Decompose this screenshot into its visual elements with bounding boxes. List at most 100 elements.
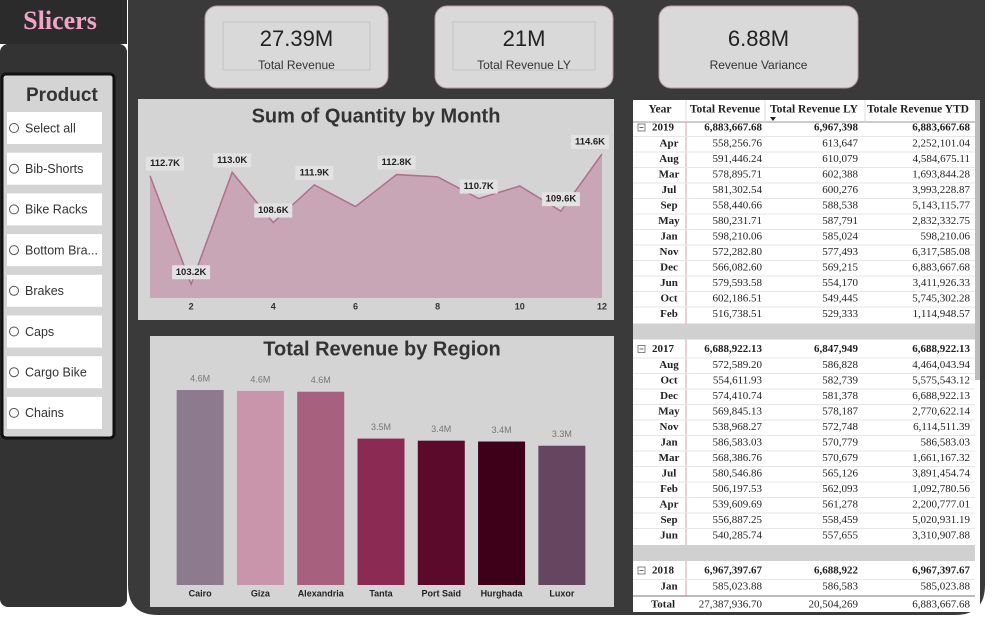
cell: 598,210.06: [713, 231, 763, 243]
x-tick-label: 8: [435, 301, 440, 311]
x-tick-label: Luxor: [549, 588, 574, 598]
cell: 578,187: [822, 406, 858, 418]
cell: 586,828: [822, 359, 858, 371]
row-label: Jan: [660, 437, 677, 449]
data-label-bg: [172, 265, 211, 280]
cell: 585,024: [822, 231, 858, 243]
cell: 3,993,228.87: [912, 184, 970, 196]
cell: 6,883,667.68: [912, 262, 970, 274]
column-header: Total Revenue LY: [770, 104, 859, 116]
cell: 6,317,585.08: [912, 246, 970, 258]
total-label: Total: [651, 599, 675, 611]
area: [150, 154, 602, 298]
cell: 558,256.76: [713, 138, 763, 150]
slicer-item-label[interactable]: Cargo Bike: [25, 365, 87, 379]
cell: 6,688,922.13: [912, 343, 970, 355]
radio[interactable]: [9, 367, 19, 378]
cell: 554,611.93: [713, 375, 763, 387]
slicer-item-label[interactable]: Bike Racks: [25, 203, 88, 217]
cell: 562,093: [822, 483, 858, 495]
cell: 581,302.54: [713, 184, 763, 196]
row-label: Dec: [660, 390, 678, 402]
expand-icon[interactable]: [637, 123, 646, 132]
slicer-item[interactable]: [7, 274, 102, 307]
row-label: Feb: [660, 483, 678, 495]
cell: 6,688,922: [814, 565, 859, 577]
cell: 570,679: [822, 452, 858, 464]
row-label: Jul: [662, 184, 677, 196]
expand-icon[interactable]: [637, 566, 646, 575]
x-tick-label: 2: [189, 301, 194, 311]
cell: 6,688,922.13: [912, 390, 970, 402]
cell: 6,688,922.13: [704, 343, 762, 355]
data-label-bg: [571, 135, 609, 149]
data-label: 109.6K: [546, 194, 577, 205]
cell: 598,210.06: [921, 231, 971, 243]
slicer-item-label[interactable]: Bib-Shorts: [25, 162, 83, 176]
group-separator: [633, 545, 975, 561]
cell: 558,459: [822, 514, 858, 526]
slicer-item-label[interactable]: Chains: [25, 406, 64, 420]
x-tick-label: Alexandria: [298, 588, 345, 598]
slicer-item[interactable]: [7, 356, 102, 389]
data-label-bg: [377, 155, 416, 170]
slicer-item[interactable]: [7, 234, 102, 267]
data-label: 103.2K: [176, 267, 207, 278]
data-label: 3.5M: [371, 422, 391, 432]
total-cell: 20,504,269: [809, 599, 859, 611]
slicer-item-label[interactable]: Select all: [25, 121, 76, 135]
data-label: 3.4M: [492, 425, 512, 435]
cell: 587,791: [822, 215, 858, 227]
slicer-item[interactable]: [7, 315, 102, 348]
cell: 5,575,543.12: [912, 375, 970, 387]
cell: 1,114,948.57: [913, 308, 971, 320]
radio[interactable]: [9, 407, 19, 418]
kpi-label: Total Revenue: [258, 58, 335, 72]
row-label: Jun: [660, 277, 678, 289]
x-tick-label: Hurghada: [481, 588, 524, 598]
radio[interactable]: [9, 204, 19, 215]
table-panel: [633, 100, 980, 612]
radio[interactable]: [9, 123, 19, 133]
expand-icon[interactable]: [637, 345, 646, 353]
cell: 4,584,675.11: [913, 153, 970, 165]
x-tick-label: Giza: [251, 588, 271, 598]
slicer-item-label[interactable]: Bottom Bra...: [25, 243, 98, 257]
row-label: 2019: [652, 122, 675, 134]
data-label-bg: [541, 192, 580, 207]
group-separator: [633, 323, 975, 340]
slicer-item-label[interactable]: Brakes: [25, 284, 64, 298]
cell: 578,895.71: [713, 169, 763, 181]
x-tick-label: Port Said: [422, 588, 462, 598]
column-header: Year: [649, 104, 672, 116]
cell: 4,464,043.94: [912, 359, 970, 371]
kpi-value: 21M: [503, 26, 546, 51]
cell: 586,583.03: [921, 437, 971, 449]
radio[interactable]: [9, 285, 19, 296]
data-label: 111.9K: [300, 167, 330, 178]
slicer-item[interactable]: [7, 152, 102, 185]
row-label: May: [658, 406, 680, 418]
cell: 538,968.27: [713, 421, 763, 433]
radio[interactable]: [9, 326, 19, 337]
scrollbar[interactable]: [975, 100, 980, 380]
bar: [357, 438, 405, 585]
data-label: 112.8K: [381, 157, 411, 168]
x-tick-label: 6: [353, 301, 358, 311]
cell: 516,738.51: [713, 308, 763, 320]
column-header: Totale Revenue YTD: [867, 104, 969, 116]
cell: 6,967,398: [814, 122, 859, 134]
radio[interactable]: [9, 163, 19, 174]
row-label: Jan: [660, 581, 677, 593]
kpi-inner: [452, 21, 596, 71]
slicer-item[interactable]: [7, 396, 102, 429]
cell: 579,593.58: [713, 277, 763, 289]
slicer-item-label[interactable]: Caps: [25, 325, 54, 339]
data-label: 3.4M: [431, 424, 451, 434]
radio[interactable]: [9, 245, 19, 256]
cell: 577,493: [822, 246, 858, 258]
slicer-item[interactable]: [7, 193, 102, 226]
cell: 602,388: [822, 169, 858, 181]
slicer-item[interactable]: [7, 112, 102, 144]
row-label: May: [658, 215, 680, 227]
